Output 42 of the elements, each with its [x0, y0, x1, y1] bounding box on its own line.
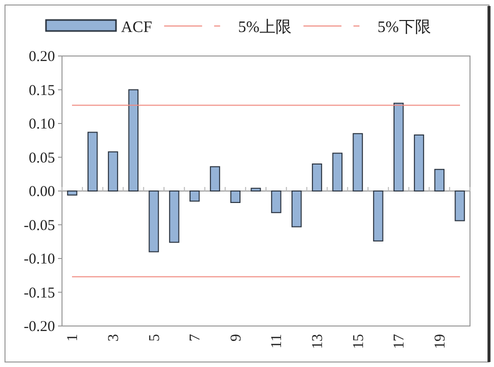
x-tick-label: 5	[146, 334, 163, 342]
y-tick-label: 0.10	[28, 116, 55, 132]
bar	[128, 89, 138, 192]
bar	[352, 133, 363, 192]
y-tick-label: -0.20	[24, 319, 55, 335]
bar	[108, 151, 118, 192]
bar	[312, 164, 322, 192]
x-tick-label: 7	[188, 334, 204, 342]
legend-label: 5%上限	[238, 18, 292, 36]
bar	[373, 190, 384, 242]
bar	[271, 190, 282, 214]
bar	[250, 188, 261, 192]
y-tick-label: -0.15	[24, 285, 55, 302]
x-tick-label: 15	[350, 334, 367, 349]
x-tick-label: 13	[310, 334, 326, 349]
bar	[414, 134, 424, 192]
y-tick-label: 0.00	[28, 184, 55, 200]
bar	[292, 190, 302, 228]
y-tick-label: 0.05	[28, 150, 55, 166]
x-tick-label: 1	[65, 334, 82, 342]
bar	[454, 190, 465, 222]
x-tick-label: 19	[432, 334, 448, 349]
y-tick-label: -0.05	[24, 218, 55, 234]
y-tick-label: 0.15	[28, 82, 55, 99]
bar	[230, 190, 240, 203]
legend-label: ACF	[121, 19, 152, 36]
x-tick-label: 17	[392, 334, 408, 349]
legend-label: 5%下限	[377, 19, 431, 36]
x-tick-label: 3	[106, 334, 122, 342]
bar	[210, 166, 220, 192]
bar	[394, 102, 404, 192]
y-tick-label: 0.20	[28, 49, 55, 65]
bar	[190, 190, 200, 202]
bar	[67, 190, 78, 196]
y-tick-label: -0.10	[24, 252, 55, 268]
x-tick-label: 9	[228, 334, 244, 342]
bar	[332, 152, 342, 192]
bar	[148, 190, 159, 252]
bar	[169, 190, 180, 243]
bar	[88, 132, 98, 192]
x-tick-label: 11	[269, 334, 286, 348]
bar	[434, 168, 444, 192]
